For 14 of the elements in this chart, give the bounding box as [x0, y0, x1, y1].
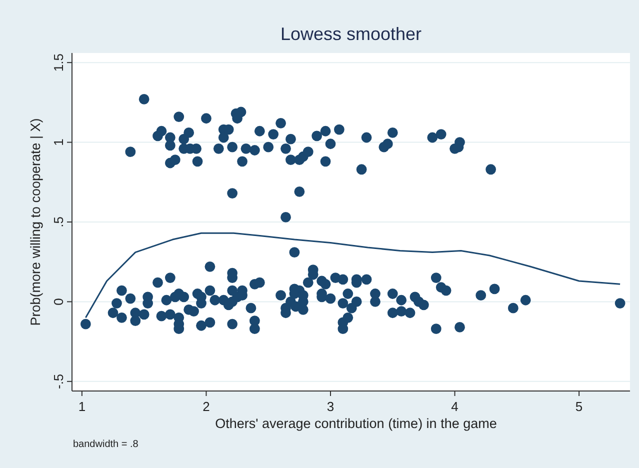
x-tick-label: 5 [575, 399, 583, 414]
x-tick-label: 3 [326, 399, 334, 414]
y-tick-label: -.5 [51, 374, 66, 390]
x-tick-label: 1 [78, 399, 86, 414]
y-tick-label: .5 [51, 216, 66, 228]
x-tick-label: 2 [202, 399, 210, 414]
y-tick-label: 0 [51, 298, 66, 306]
y-axis-title: Prob(more willing to cooperate | X) [28, 118, 43, 326]
x-axis-title: Others' average contribution (time) in the game [215, 416, 497, 431]
x-tick-label: 4 [451, 399, 458, 414]
y-tick-label: 1 [51, 138, 66, 146]
y-tick-label: 1.5 [51, 54, 66, 72]
text: bandwidth = .8 [73, 439, 139, 450]
chart-title: Lowess smoother [280, 24, 422, 44]
